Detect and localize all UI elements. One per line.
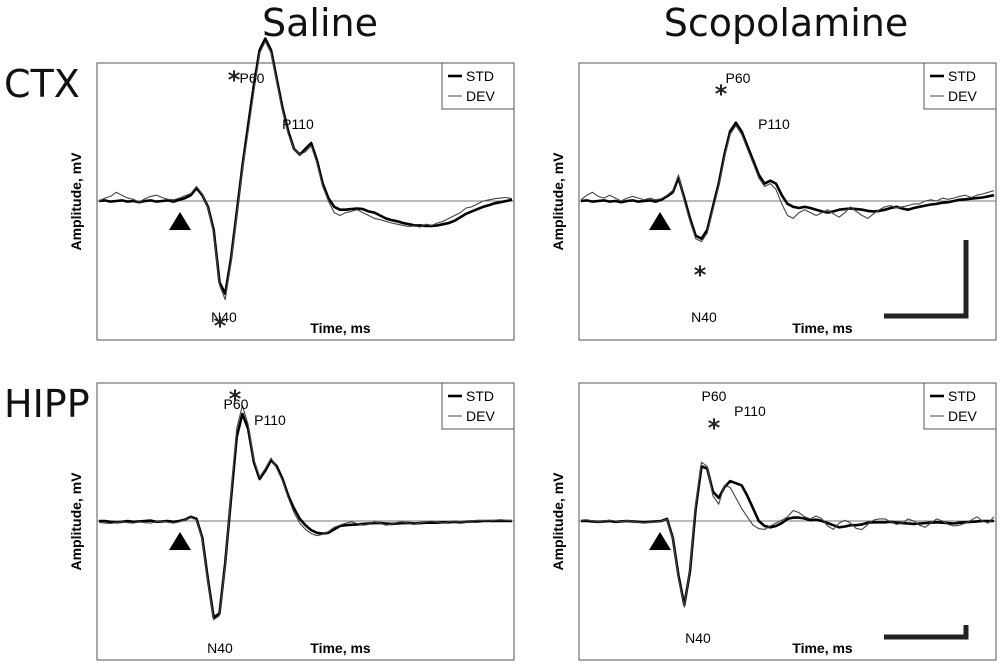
- p3-x-axis-label: Time, ms: [792, 640, 853, 656]
- panel-ctx-scopolamine: STD DEV Time, ms Amplitude, mV N40 P60 P110 * *: [550, 62, 997, 341]
- p1-significance-star-1: *: [715, 80, 728, 108]
- p1-legend-label-std: STD: [948, 68, 976, 84]
- p1-series-dev-line: [580, 125, 995, 243]
- p1-legend-label-dev: DEV: [948, 88, 977, 104]
- p3-legend-box: [923, 382, 997, 430]
- p1-peak-label-p60: P60: [726, 70, 751, 86]
- p3-legend-label-dev: DEV: [948, 408, 977, 424]
- p2-stimulus-triangle: [169, 532, 191, 550]
- p3-stimulus-triangle: [649, 532, 671, 550]
- p2-significance-star-0: *: [229, 385, 242, 413]
- scale-bar-hipp: [884, 625, 969, 640]
- panel-hipp-saline: STD DEV Time, ms Amplitude, mV N40 P60 P110 *: [68, 382, 515, 661]
- p0-stimulus-triangle: [169, 212, 191, 230]
- p2-series-dev-line: [98, 404, 513, 621]
- p1-series-std-line: [580, 121, 995, 240]
- p1-peak-label-p110: P110: [758, 116, 790, 132]
- p0-peak-label-p110: P110: [282, 116, 314, 132]
- p0-series-std-line: [98, 37, 513, 296]
- p0-legend-box: [441, 62, 515, 110]
- p2-legend-label-dev: DEV: [466, 408, 495, 424]
- p3-peak-label-n40: N40: [685, 630, 711, 646]
- p1-y-axis-label: Amplitude, mV: [550, 152, 566, 251]
- p3-legend-label-std: STD: [948, 388, 976, 404]
- p3-significance-star-0: *: [708, 414, 721, 442]
- p3-series-dev-line: [580, 461, 995, 608]
- p1-x-axis-label: Time, ms: [792, 320, 853, 336]
- p2-y-axis-label: Amplitude, mV: [68, 472, 84, 571]
- p0-peak-label-n40: N40: [211, 309, 237, 325]
- p0-legend-label-dev: DEV: [466, 88, 495, 104]
- panel-ctx-saline: STD DEV Time, ms Amplitude, mV N40 P60 P110 * *: [68, 37, 515, 341]
- column-title-scopolamine: Scopolamine: [664, 1, 909, 45]
- p0-legend-label-std: STD: [466, 68, 494, 84]
- p2-peak-label-n40: N40: [207, 640, 233, 656]
- p2-peak-label-p60: P60: [224, 396, 249, 412]
- p1-significance-star-0: *: [694, 261, 707, 289]
- p3-peak-label-p110: P110: [734, 403, 766, 419]
- p1-stimulus-triangle: [649, 212, 671, 230]
- column-title-saline: Saline: [262, 1, 378, 45]
- p0-significance-star-0: *: [214, 312, 227, 340]
- p2-peak-label-p110: P110: [254, 412, 286, 428]
- p0-peak-label-p60: P60: [240, 70, 265, 86]
- p0-y-axis-label: Amplitude, mV: [68, 152, 84, 251]
- p2-series-std-line: [99, 412, 512, 619]
- p1-legend-box: [923, 62, 997, 110]
- p2-legend-box: [441, 382, 515, 430]
- row-label-hipp: HIPP: [4, 382, 90, 426]
- p0-significance-star-1: *: [228, 66, 241, 94]
- p0-x-axis-label: Time, ms: [310, 320, 371, 336]
- row-label-ctx: CTX: [4, 62, 80, 106]
- p1-peak-label-n40: N40: [691, 309, 717, 325]
- p2-x-axis-label: Time, ms: [310, 640, 371, 656]
- scale-bar-ctx: [884, 240, 969, 319]
- p0-series-dev-line: [98, 40, 513, 301]
- p3-y-axis-label: Amplitude, mV: [550, 472, 566, 571]
- p3-peak-label-p60: P60: [702, 388, 727, 404]
- panel-hipp-scopolamine: STD DEV Time, ms Amplitude, mV N40 P60 P110 *: [550, 382, 997, 661]
- p2-legend-label-std: STD: [466, 388, 494, 404]
